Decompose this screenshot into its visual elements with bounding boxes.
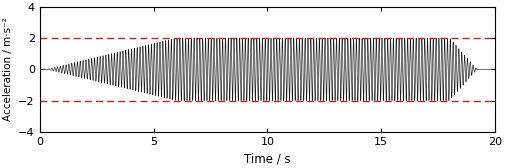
Y-axis label: Acceleration / m·s⁻²: Acceleration / m·s⁻² — [3, 17, 13, 121]
X-axis label: Time / s: Time / s — [244, 152, 291, 165]
